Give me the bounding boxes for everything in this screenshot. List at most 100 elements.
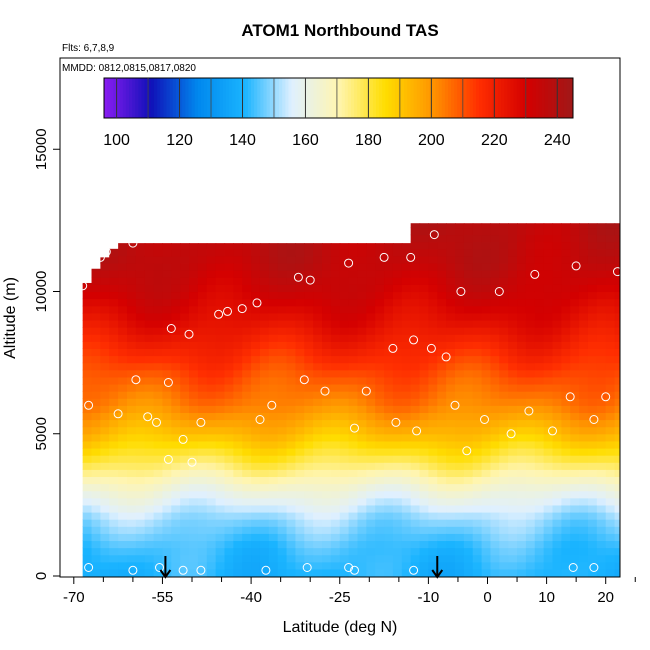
tas-cell bbox=[339, 312, 350, 321]
tas-cell bbox=[437, 433, 447, 442]
tas-cell bbox=[570, 391, 580, 399]
tas-cell bbox=[499, 327, 509, 335]
colorbar-segment bbox=[119, 78, 124, 118]
tas-cell bbox=[392, 568, 403, 577]
tas-cell bbox=[437, 277, 447, 285]
tas-cell bbox=[375, 469, 385, 478]
tas-cell bbox=[277, 511, 288, 520]
tas-cell bbox=[277, 440, 288, 449]
tas-cell bbox=[348, 511, 359, 520]
tas-cell bbox=[233, 391, 243, 399]
tas-cell bbox=[366, 376, 376, 385]
tas-cell bbox=[632, 455, 641, 463]
tas-cell bbox=[135, 497, 146, 506]
observation-point bbox=[320, 386, 330, 396]
tas-cell bbox=[162, 291, 172, 300]
tas-cell bbox=[596, 223, 607, 229]
tas-cell bbox=[206, 383, 217, 392]
observation-point bbox=[524, 406, 534, 416]
tas-cell bbox=[189, 298, 199, 307]
tas-cell bbox=[82, 419, 93, 428]
tas-cell bbox=[641, 341, 650, 349]
tas-cell bbox=[517, 348, 527, 357]
tas-cell bbox=[224, 440, 234, 449]
tas-cell bbox=[91, 490, 101, 499]
tas-cell bbox=[259, 476, 270, 485]
tas-cell bbox=[605, 319, 616, 328]
tas-cell bbox=[259, 419, 270, 428]
tas-cell bbox=[481, 533, 492, 542]
tas-cell bbox=[455, 547, 465, 556]
tas-cell bbox=[437, 455, 447, 463]
tas-cell bbox=[552, 426, 562, 435]
tas-cell bbox=[366, 341, 376, 349]
tas-cell bbox=[286, 270, 297, 278]
tas-cell bbox=[339, 561, 350, 570]
tas-cell bbox=[251, 369, 261, 378]
tas-cell bbox=[605, 554, 616, 563]
tas-cell bbox=[109, 426, 119, 435]
tas-cell bbox=[410, 405, 421, 414]
tas-cell bbox=[455, 433, 465, 442]
tas-cell bbox=[481, 490, 492, 499]
tas-cell bbox=[552, 305, 562, 314]
tas-cell bbox=[100, 540, 110, 549]
tas-cell bbox=[401, 376, 412, 385]
tas-cell bbox=[587, 369, 598, 378]
tas-cell bbox=[472, 412, 483, 421]
tas-cell bbox=[534, 248, 545, 257]
tas-cell bbox=[490, 369, 500, 378]
tas-cell bbox=[295, 405, 305, 414]
tas-cell bbox=[375, 383, 385, 392]
tas-cell bbox=[180, 355, 190, 364]
tas-cell bbox=[401, 362, 412, 371]
tas-cell bbox=[330, 243, 341, 250]
tas-cell bbox=[534, 298, 545, 307]
tas-cell bbox=[392, 426, 403, 435]
observation-point bbox=[480, 415, 489, 424]
tas-cell bbox=[596, 241, 607, 250]
tas-cell bbox=[375, 327, 385, 335]
tas-cell bbox=[375, 568, 385, 577]
tas-cell bbox=[632, 313, 641, 321]
tas-cell bbox=[552, 291, 562, 300]
tas-cell bbox=[268, 369, 279, 378]
tas-cell bbox=[233, 547, 243, 556]
tas-cell bbox=[357, 355, 367, 364]
tas-cell bbox=[277, 469, 288, 478]
tas-cell bbox=[180, 243, 190, 250]
tas-cell bbox=[392, 519, 403, 527]
tas-cell bbox=[499, 298, 509, 307]
tas-cell bbox=[543, 348, 554, 357]
tas-cell bbox=[614, 255, 620, 264]
tas-cell bbox=[508, 277, 518, 285]
tas-cell bbox=[401, 391, 412, 399]
tas-cell bbox=[144, 405, 155, 414]
tas-cell bbox=[135, 391, 146, 399]
tas-cell bbox=[330, 369, 341, 378]
tas-cell bbox=[596, 547, 607, 556]
tas-cell bbox=[623, 284, 632, 292]
tas-cell bbox=[339, 341, 350, 349]
tas-cell bbox=[579, 462, 589, 470]
tas-cell bbox=[348, 469, 359, 478]
tas-cell bbox=[366, 255, 376, 264]
tas-cell bbox=[100, 483, 110, 492]
observation-point bbox=[412, 426, 422, 436]
tas-cell bbox=[437, 227, 447, 236]
tas-cell bbox=[375, 533, 385, 542]
tas-cell bbox=[455, 248, 465, 257]
tas-cell bbox=[552, 348, 562, 357]
tas-cell bbox=[605, 490, 616, 499]
tas-cell bbox=[91, 348, 101, 357]
tas-cell bbox=[313, 540, 323, 549]
tas-cell bbox=[268, 419, 279, 428]
tas-cell bbox=[579, 497, 589, 506]
tas-cell bbox=[91, 412, 101, 421]
tas-cell bbox=[162, 383, 172, 392]
tas-cell bbox=[428, 504, 438, 513]
tas-cell bbox=[268, 540, 279, 549]
tas-cell bbox=[463, 284, 474, 293]
tas-cell bbox=[206, 355, 217, 364]
tas-cell bbox=[109, 341, 119, 349]
